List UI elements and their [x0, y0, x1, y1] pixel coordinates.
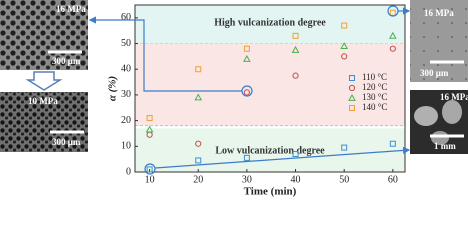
panel-pressure: 10 MPa	[28, 96, 58, 106]
point	[243, 54, 251, 62]
legend-label: 130 °C	[362, 92, 387, 102]
x-tick-label: 20	[193, 174, 203, 185]
annotation: Low vulcanization degree	[215, 146, 325, 157]
point	[195, 66, 202, 73]
point	[195, 157, 202, 164]
x-tick-label: 30	[242, 174, 252, 185]
legend-label: 110 °C	[362, 72, 387, 82]
legend-label: 140 °C	[362, 102, 387, 112]
band	[135, 43, 405, 126]
legend-marker	[349, 75, 355, 81]
point	[389, 9, 396, 16]
point	[292, 151, 299, 158]
sem-image: 16 MPa 1 mm	[410, 90, 468, 154]
panel-pressure: 16 MPa	[56, 4, 86, 14]
band	[135, 5, 405, 44]
point	[292, 72, 299, 79]
y-tick-label: 40	[121, 64, 131, 75]
point	[340, 42, 349, 50]
point	[291, 45, 300, 53]
point	[389, 45, 396, 52]
connector	[88, 5, 411, 175]
legend-marker	[349, 105, 355, 111]
point	[292, 32, 299, 39]
legend-marker	[348, 93, 356, 101]
y-tick-label: 30	[121, 89, 131, 100]
point	[243, 89, 250, 96]
y-axis-label: α (%)	[107, 76, 119, 101]
point	[389, 140, 396, 147]
sem-image: 16 MPa 300 μm	[410, 0, 468, 82]
x-tick-label: 60	[388, 174, 398, 185]
sem-image: 10 MPa 300 μm	[0, 92, 88, 152]
y-tick-label: 10	[121, 141, 131, 152]
x-tick-label: 40	[291, 174, 301, 185]
point	[194, 93, 203, 101]
panel-pressure: 16 MPa	[424, 8, 454, 18]
annotation: High vulcanization degree	[214, 17, 326, 28]
point	[341, 22, 348, 29]
point	[341, 144, 348, 151]
y-tick-label: 20	[121, 115, 131, 126]
point	[243, 45, 250, 52]
y-tick-label: 60	[121, 12, 131, 23]
point	[243, 154, 250, 161]
panel-scale: 300 μm	[52, 137, 81, 147]
y-tick-label: 0	[126, 166, 131, 177]
point	[388, 31, 397, 39]
panel-scale: 300 μm	[420, 68, 449, 78]
panel-pressure: 16 MPa	[440, 92, 468, 102]
panel-scale: 300 μm	[52, 56, 81, 66]
legend-marker	[348, 84, 356, 92]
plot-frame	[134, 4, 406, 173]
point	[146, 115, 153, 122]
point	[195, 140, 202, 147]
y-tick-label: 50	[121, 38, 131, 49]
x-axis-label: Time (min)	[244, 186, 297, 198]
panel-scale: 1 mm	[434, 141, 456, 151]
down-arrow	[25, 71, 63, 91]
sem-image: 16 MPa 300 μm	[0, 0, 88, 70]
legend-label: 120 °C	[362, 82, 387, 92]
x-tick-label: 50	[339, 174, 349, 185]
x-tick-label: 10	[145, 174, 155, 185]
point	[146, 166, 153, 173]
point	[145, 125, 154, 133]
band	[135, 128, 405, 172]
plot: High vulcanization degree Low vulcanizati…	[107, 4, 406, 198]
figure: 16 MPa 300 μm 10 MPa 300 μm 16 MPa 300 μ…	[0, 0, 468, 198]
point	[341, 53, 348, 60]
